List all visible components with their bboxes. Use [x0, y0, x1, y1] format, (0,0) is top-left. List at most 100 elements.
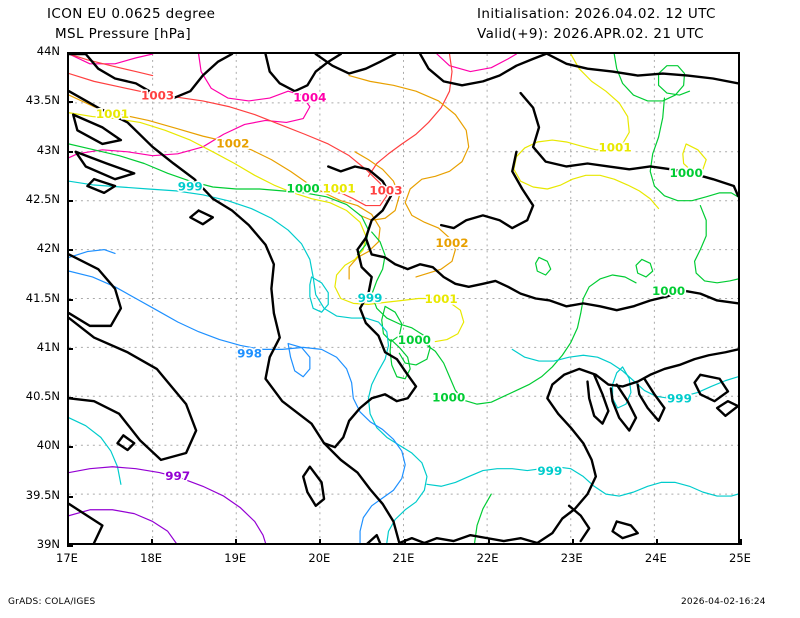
svg-text:1000: 1000: [287, 181, 320, 195]
svg-text:999: 999: [178, 180, 203, 194]
y-axis-tick-label: 42N: [36, 241, 60, 256]
svg-text:1002: 1002: [435, 236, 468, 250]
isobar-1000: [411, 274, 637, 405]
contour-label: 1000: [652, 284, 685, 298]
y-axis-tick-label: 43N: [36, 142, 60, 157]
y-axis-tick-label: 44N: [36, 44, 60, 58]
y-axis-tick-mark: [67, 52, 73, 54]
x-axis-tick-mark: [740, 539, 742, 545]
y-axis-tick-mark: [67, 249, 73, 252]
isobar-1000: [371, 231, 431, 366]
svg-text:1000: 1000: [670, 166, 703, 180]
y-axis-tick-mark: [67, 545, 73, 547]
x-axis-tick-mark: [319, 539, 322, 545]
svg-text:1000: 1000: [432, 391, 465, 405]
x-axis-tick-mark: [67, 539, 69, 545]
y-axis-tick-label: 39.5N: [25, 487, 60, 502]
contour-label: 1000: [670, 166, 703, 180]
svg-text:1000: 1000: [652, 284, 685, 298]
isobar-contours: [69, 54, 738, 543]
y-axis-tick-label: 40N: [36, 438, 60, 453]
x-axis-tick-label: 22E: [476, 551, 499, 565]
x-axis-tick-label: 19E: [224, 551, 247, 565]
svg-text:1001: 1001: [425, 292, 458, 306]
isobar-998: [69, 270, 406, 543]
contour-label: 1001: [598, 140, 631, 154]
isobar-1003: [69, 54, 154, 77]
svg-text:998: 998: [237, 347, 262, 361]
svg-text:999: 999: [358, 291, 383, 305]
y-axis-tick-label: 43.5N: [25, 93, 60, 108]
x-axis-tick-label: 17E: [56, 551, 78, 565]
y-axis-tick-label: 42.5N: [25, 191, 60, 206]
contour-label: 998: [237, 347, 262, 361]
contour-label: 999: [667, 392, 692, 406]
isobar-1001: [682, 143, 707, 172]
svg-text:1001: 1001: [96, 107, 129, 121]
producer-credit: GrADS: COLA/IGES: [8, 597, 96, 607]
y-axis-tick-mark: [67, 495, 73, 498]
svg-text:1000: 1000: [398, 333, 431, 347]
svg-text:999: 999: [537, 464, 562, 478]
isobar-997: [69, 466, 267, 543]
x-axis-tick-label: 21E: [392, 551, 415, 565]
isobar-1004: [436, 54, 518, 73]
contour-label: 1000: [398, 333, 431, 347]
y-axis-tick-label: 40.5N: [25, 389, 60, 404]
x-axis-tick-mark: [487, 539, 490, 545]
y-axis-tick-mark: [67, 101, 73, 104]
isobar-1001: [513, 54, 660, 210]
model-title: ICON EU 0.0625 degree: [47, 6, 216, 22]
isobar-1001: [69, 112, 465, 343]
x-axis-tick-label: 24E: [644, 551, 667, 565]
y-axis-tick-mark: [67, 298, 73, 301]
y-axis-tick-mark: [67, 397, 73, 400]
x-axis-tick-mark: [571, 539, 574, 545]
x-axis-tick-label: 18E: [140, 551, 163, 565]
isobar-1000: [69, 143, 370, 256]
x-axis-tick-label: 23E: [560, 551, 583, 565]
svg-text:1003: 1003: [141, 89, 174, 103]
y-axis-tick-mark: [67, 199, 73, 202]
isobar-998: [287, 342, 311, 378]
contour-label: 1003: [369, 183, 402, 197]
isobar-1002: [354, 151, 400, 221]
contour-label: 999: [358, 291, 383, 305]
y-axis-tick-label: 41.5N: [25, 290, 60, 305]
isobar-1000: [473, 493, 492, 543]
y-axis-tick-mark: [67, 150, 73, 153]
isobar-1000: [381, 305, 403, 343]
contour-label: 997: [165, 469, 190, 483]
isobar-1003: [367, 54, 453, 177]
contour-label: 1001: [96, 107, 129, 121]
x-axis-tick-label: 25E: [729, 551, 751, 565]
contour-label: 1004: [293, 91, 326, 105]
field-title: MSL Pressure [hPa]: [55, 26, 192, 42]
contour-label: 1001: [323, 181, 356, 195]
contour-label: 1001: [425, 292, 458, 306]
isobar-999: [69, 180, 428, 543]
isobar-1002: [348, 74, 470, 278]
x-axis-tick-label: 20E: [308, 551, 331, 565]
contour-label: 999: [178, 180, 203, 194]
svg-text:997: 997: [165, 469, 190, 483]
isobar-1004: [69, 54, 311, 159]
isobar-997: [69, 509, 177, 543]
isobar-1000: [535, 256, 552, 276]
isobar-998: [69, 249, 116, 259]
y-axis-tick-label: 41N: [36, 339, 60, 354]
isobar-1000: [649, 97, 738, 202]
x-axis-tick-mark: [655, 539, 658, 545]
contour-label: 1000: [432, 391, 465, 405]
render-timestamp: 2026-04-02-16:24: [681, 597, 766, 607]
x-axis-tick-mark: [151, 539, 154, 545]
contour-label: 999: [537, 464, 562, 478]
isobar-1000: [635, 258, 654, 278]
pressure-contour-map: 1003 1003 1004 1004 1001 1001 1002 1002 1000 1000…: [67, 52, 740, 545]
isobar-999: [309, 276, 329, 313]
svg-text:1001: 1001: [598, 140, 631, 154]
isobar-1000: [613, 54, 691, 102]
contour-label: 1003: [141, 89, 174, 103]
